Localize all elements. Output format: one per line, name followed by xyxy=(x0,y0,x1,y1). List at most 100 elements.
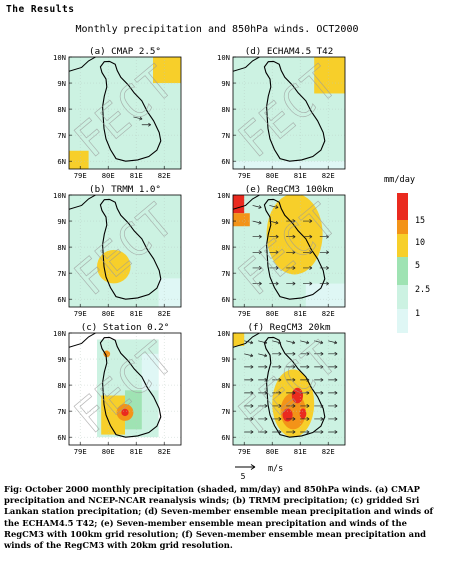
wind-vector xyxy=(286,404,296,408)
x-tick-label: 79E xyxy=(238,447,251,456)
wind-vector xyxy=(252,266,262,270)
y-tick-label: 8N xyxy=(57,243,66,252)
wind-vector xyxy=(258,430,268,434)
x-tick-label: 82E xyxy=(158,171,171,180)
x-tick-label: 82E xyxy=(322,447,335,456)
y-tick-label: 6N xyxy=(57,433,66,442)
panel-label: (e) RegCM3 100km xyxy=(245,184,334,195)
figure-caption: Fig: October 2000 monthly precipitation … xyxy=(4,484,434,551)
x-tick-label: 82E xyxy=(322,171,335,180)
x-tick-label: 80E xyxy=(102,171,115,180)
wind-vector xyxy=(269,205,279,209)
precip-cell xyxy=(153,57,181,84)
wind-vector xyxy=(303,250,313,255)
y-tick-label: 7N xyxy=(221,269,230,278)
precip-cell xyxy=(101,395,125,435)
precip-cell xyxy=(158,278,181,307)
precip-cell xyxy=(305,283,345,307)
legend-swatch xyxy=(397,234,408,257)
wind-vector xyxy=(319,234,329,239)
wind-vector xyxy=(272,391,282,395)
x-tick-label: 80E xyxy=(266,309,279,318)
x-tick-label: 81E xyxy=(294,171,307,180)
wind-vector xyxy=(272,417,282,421)
x-tick-label: 80E xyxy=(266,447,279,456)
wind-vector xyxy=(272,377,282,382)
wind-vector xyxy=(269,220,279,225)
panel-frame xyxy=(68,332,182,446)
wind-vector xyxy=(272,430,282,434)
coastline xyxy=(99,60,162,162)
panel-frame xyxy=(232,194,346,308)
wind-vector xyxy=(244,417,254,421)
wind-vector xyxy=(328,391,338,395)
wind-vector xyxy=(258,340,268,345)
wind-vector xyxy=(314,377,324,382)
wind-vector xyxy=(314,404,324,408)
wind-vector xyxy=(244,377,254,382)
y-tick-label: 9N xyxy=(57,355,66,364)
wind-vector xyxy=(314,391,324,395)
legend-swatch xyxy=(397,285,408,309)
wind-vector xyxy=(286,391,296,395)
wind-vector xyxy=(272,351,282,356)
wind-vector xyxy=(300,340,310,345)
precip-cell xyxy=(233,333,245,347)
wind-vector xyxy=(328,364,338,369)
legend-swatch xyxy=(397,193,408,220)
wind-vector xyxy=(328,404,338,408)
wind-vector xyxy=(300,404,310,408)
mainland-coast xyxy=(233,57,260,72)
panel-frame xyxy=(232,332,346,446)
figure-title: Monthly precipitation and 850hPa winds. … xyxy=(75,24,359,35)
wind-vector xyxy=(252,205,262,209)
wind-vector xyxy=(269,266,279,270)
wind-vector xyxy=(328,430,338,434)
panel-label: (d) ECHAM4.5 T42 xyxy=(245,46,334,57)
wind-vector xyxy=(286,417,296,421)
wind-vector xyxy=(286,266,296,270)
x-tick-label: 80E xyxy=(102,309,115,318)
legend-swatch xyxy=(397,220,408,234)
wind-vector xyxy=(328,340,338,345)
y-tick-label: 10N xyxy=(53,53,66,62)
wind-vector xyxy=(328,351,338,356)
wind-vector xyxy=(252,250,262,255)
wind-vector xyxy=(286,351,296,356)
panel-label: (f) RegCM3 20km xyxy=(248,322,331,333)
x-tick-label: 79E xyxy=(238,309,251,318)
wind-vector xyxy=(300,430,310,434)
x-tick-label: 81E xyxy=(130,447,143,456)
wind-vector xyxy=(286,250,296,255)
panel-frame xyxy=(232,56,346,170)
y-tick-label: 8N xyxy=(221,105,230,114)
panel-label: (c) Station 0.2° xyxy=(81,322,170,333)
panel-plot-area xyxy=(69,57,181,169)
wind-vector xyxy=(319,281,329,286)
x-tick-label: 79E xyxy=(74,447,87,456)
wind-vector xyxy=(258,364,268,369)
y-tick-label: 7N xyxy=(57,131,66,140)
y-tick-label: 8N xyxy=(57,105,66,114)
reference-value: 5 xyxy=(241,472,246,480)
legend-level-label: 5 xyxy=(415,260,420,270)
wind-vector xyxy=(300,417,310,421)
panel-plot-area xyxy=(233,333,345,445)
y-tick-label: 10N xyxy=(53,329,66,338)
y-tick-label: 9N xyxy=(221,79,230,88)
wind-vector xyxy=(328,417,338,421)
wind-vector xyxy=(303,234,313,239)
x-tick-label: 81E xyxy=(130,309,143,318)
legend-swatch xyxy=(397,257,408,285)
legend-level-label: 10 xyxy=(415,237,425,247)
y-tick-label: 7N xyxy=(57,407,66,416)
wind-vector xyxy=(286,219,296,223)
wind-vector xyxy=(328,377,338,382)
mainland-coast xyxy=(69,57,96,72)
y-tick-label: 6N xyxy=(221,433,230,442)
wind-vector xyxy=(258,353,268,358)
precip-cell xyxy=(314,57,345,94)
legend-level-label: 1 xyxy=(415,308,420,318)
